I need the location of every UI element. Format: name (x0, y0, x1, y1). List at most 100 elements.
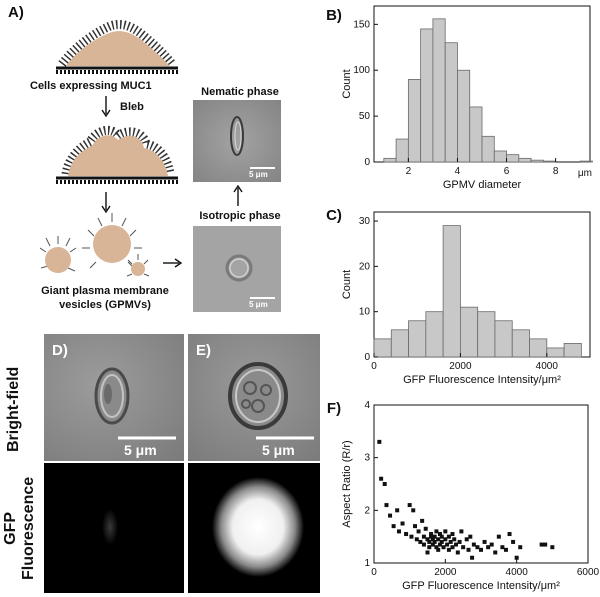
chart-2-point (443, 537, 448, 542)
chart-2-point (439, 534, 444, 539)
chart-2-point (482, 539, 487, 544)
chart-2-point (441, 545, 446, 550)
chart-0-bar (444, 42, 458, 163)
chart-2-point (457, 539, 462, 544)
chart-2-point (514, 555, 519, 560)
chart-2-ytick-label: 1 (364, 558, 370, 569)
chart-1-ytick-label: 10 (359, 307, 371, 318)
chart-2-point (429, 532, 434, 537)
chart-2-point (437, 542, 442, 547)
chart-0-bar (420, 28, 434, 163)
chart-0-panel-label: B) (326, 7, 342, 24)
chart-0-bar (432, 18, 446, 163)
chart-2-point (418, 539, 423, 544)
chart-2-point (414, 537, 419, 542)
chart-2-point (450, 545, 455, 550)
arrow-right-icon (163, 258, 183, 268)
chart-2-point (468, 534, 473, 539)
chart-0-bar (457, 69, 471, 163)
chart-2-point (416, 529, 421, 534)
chart-2-point (461, 545, 466, 550)
chart-0-bar (469, 106, 483, 163)
chart-2-point (432, 539, 437, 544)
panel-e-fluorescence (188, 463, 320, 593)
chart-2-point (434, 545, 439, 550)
chart-2-point (434, 529, 439, 534)
row-label-gfp-line1: GFP (2, 511, 19, 545)
chart-2-xtick-label: 2000 (434, 567, 457, 578)
gpmv-label: Giant plasma membrane vesicles (GPMVs) (20, 284, 190, 312)
gpmv-large (93, 225, 131, 263)
chart-1-bar (442, 225, 461, 358)
nematic-title: Nematic phase (201, 86, 279, 98)
chart-2-point (450, 532, 455, 537)
nematic-vesicle-image (193, 100, 281, 182)
chart-1-bar (459, 306, 479, 358)
panel-e-brightfield-image (188, 334, 320, 461)
chart-2-point (396, 529, 401, 534)
chart-2-panel-label: F) (327, 400, 341, 417)
gpmv-label-line2: vesicles (GPMVs) (59, 299, 151, 311)
chart-2-point (425, 550, 430, 555)
chart-1-ylabel: Count (341, 270, 353, 299)
chart-2-point (507, 532, 512, 537)
chart-0-ytick-label: 100 (353, 65, 370, 76)
chart-2-point (452, 537, 457, 542)
chart-0-ylabel: Count (341, 69, 353, 98)
chart-0-ytick-label: 150 (353, 19, 370, 30)
chart-0-bar (493, 150, 507, 163)
gpmv-tiny (131, 262, 145, 276)
chart-2-point (446, 534, 451, 539)
chart-2-point (511, 539, 516, 544)
isotropic-micrograph: 5 μm (193, 226, 281, 312)
panel-e-brightfield: E) 5 μm (188, 334, 320, 461)
chart-1-xtick-label: 0 (371, 361, 377, 372)
arrow-down-icon (101, 96, 111, 118)
chart-2-xtick-label: 0 (371, 567, 377, 578)
chart-0-xtick-label: 8 (553, 166, 559, 177)
chart-0-xtick-label: 6 (504, 166, 510, 177)
row-label-gfp: GFP Fluorescence (2, 477, 38, 580)
chart-2-point (455, 550, 460, 555)
chart-2-point (388, 513, 393, 518)
chart-1-bar (511, 329, 530, 358)
arrow-down-icon-2 (101, 192, 111, 214)
chart-2-point (500, 545, 505, 550)
chart-2-point (448, 539, 453, 544)
chart-2-point (427, 545, 432, 550)
chart-1-bar (373, 338, 392, 358)
chart-2-point (475, 545, 480, 550)
chart-0-bar (506, 154, 520, 163)
chart-2-point (466, 547, 471, 552)
chart-2-point (421, 542, 426, 547)
panel-d-brightfield: D) 5 μm (44, 334, 184, 461)
chart-2-point (430, 542, 435, 547)
chart-0-bar (481, 135, 495, 163)
isotropic-title: Isotropic phase (199, 210, 281, 222)
chart-1-bar (425, 311, 444, 358)
chart-2-xtick-label: 6000 (577, 567, 600, 578)
chart-2-point (379, 476, 384, 481)
chart-1-bar (477, 311, 496, 358)
panel-e-scale: 5 μm (262, 442, 295, 458)
gpmv-small (45, 247, 71, 273)
panel-e-label: E) (196, 342, 211, 359)
chart-2-frame (373, 404, 589, 564)
panel-d-brightfield-image (44, 334, 184, 461)
chart-2-point (400, 521, 405, 526)
chart-0-bar (395, 138, 409, 163)
gpmv-label-line1: Giant plasma membrane (41, 285, 169, 297)
chart-2-point (395, 508, 400, 513)
cells-label: Cells expressing MUC1 (30, 80, 152, 92)
chart-2-point (430, 537, 435, 542)
chart-1-xtick-label: 4000 (536, 361, 559, 372)
chart-0-xlabel: GPMV diameter (443, 179, 522, 191)
chart-2-point (496, 534, 501, 539)
chart-2-point (464, 537, 469, 542)
row-label-gfp-line2: Fluorescence (20, 476, 37, 580)
nematic-micrograph: 5 μm (193, 100, 281, 182)
chart-2-point (407, 503, 412, 508)
chart-2-point (436, 537, 441, 542)
chart-2-ytick-label: 4 (364, 400, 370, 411)
